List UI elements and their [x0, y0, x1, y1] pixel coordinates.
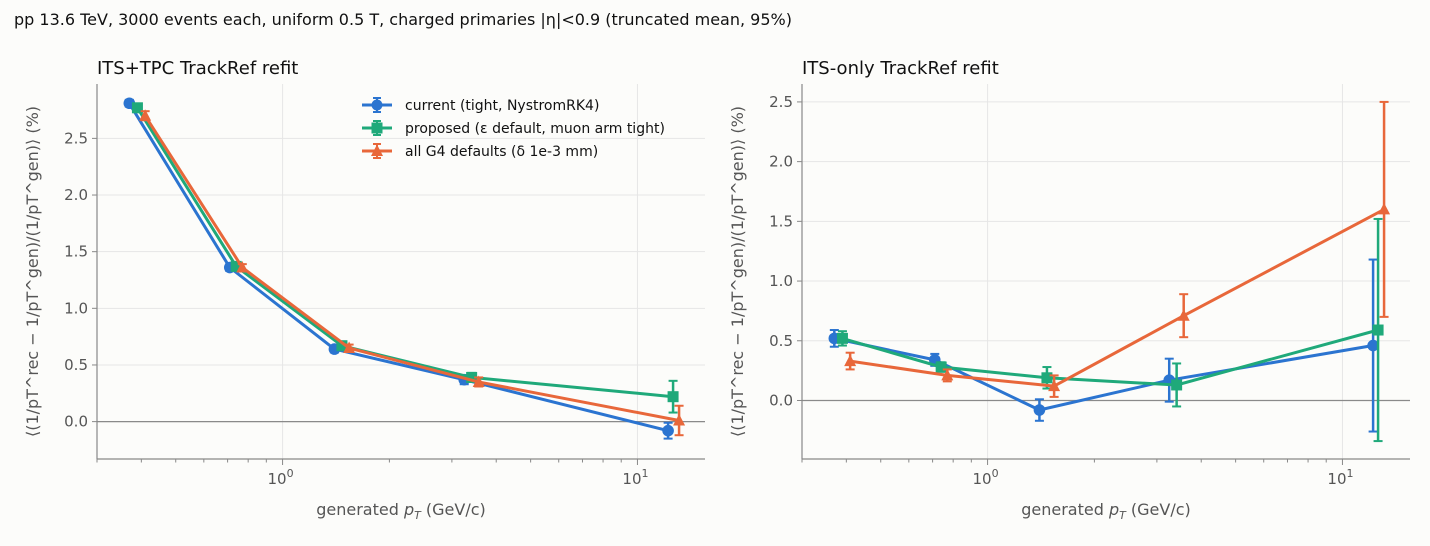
grid: [97, 84, 705, 459]
y-tick-label: 2.0: [769, 153, 793, 171]
data-point-defaults: [1378, 202, 1391, 215]
x-tick-exponent: 0: [287, 467, 294, 480]
x-axis-label-suffix: (GeV/c): [421, 500, 486, 519]
x-axis-label-sub: T: [1119, 509, 1127, 522]
series-defaults: [844, 100, 1391, 398]
panel-title: ITS-only TrackRef refit: [802, 58, 999, 79]
x-tick-base: 10: [268, 470, 287, 488]
data-point-proposed: [230, 260, 242, 272]
legend-marker-defaults: [371, 144, 383, 156]
x-axis-label: generated pT (GeV/c): [1021, 500, 1191, 522]
legend-marker-current: [371, 99, 383, 111]
data-point-proposed: [1372, 324, 1384, 336]
data-point-defaults: [1177, 309, 1190, 321]
x-axis-label-symbol: p: [403, 500, 414, 519]
series-proposed: [131, 102, 679, 414]
y-tick-label: 0.5: [769, 332, 793, 350]
legend-label-proposed: proposed (ε default, muon arm tight): [405, 121, 665, 137]
x-tick-exponent: 1: [642, 467, 649, 480]
x-tick-base: 10: [973, 470, 992, 488]
x-tick-base: 10: [622, 470, 641, 488]
x-axis-label-prefix: generated: [1021, 500, 1109, 519]
data-point-defaults: [1048, 379, 1061, 392]
series-current: [828, 258, 1379, 433]
x-axis-label-sub: T: [414, 509, 422, 522]
series-line-current: [833, 336, 1374, 412]
y-tick-label: 0.0: [769, 391, 793, 409]
y-tick-label: 1.5: [64, 243, 88, 261]
legend: current (tight, NystromRK4) proposed (ε d…: [362, 97, 665, 160]
data-point-current: [662, 424, 674, 437]
y-axis-label: ⟨(1/pT^rec − 1/pT^gen)/(1/pT^gen)⟩ (%): [728, 106, 747, 437]
data-point-proposed: [336, 340, 348, 352]
grid: [802, 84, 1410, 459]
x-tick-label: 101: [622, 467, 648, 488]
data-point-defaults: [844, 354, 857, 367]
data-point-current: [1033, 404, 1046, 416]
y-tick-label: 1.5: [769, 212, 793, 230]
x-axis-label-prefix: generated: [316, 500, 404, 519]
y-tick-label: 1.0: [769, 272, 793, 290]
y-tick-label: 1.0: [64, 299, 88, 317]
x-axis-label-symbol: p: [1108, 500, 1119, 519]
data-point-proposed: [1171, 379, 1183, 391]
data-point-current: [1367, 339, 1379, 352]
data-point-defaults: [673, 413, 686, 426]
data-point-proposed: [466, 371, 478, 383]
y-tick-label: 2.5: [64, 129, 88, 147]
data-point-proposed: [667, 391, 679, 403]
x-tick-base: 10: [1327, 470, 1346, 488]
data-point-proposed: [1041, 372, 1053, 384]
legend-marker-proposed: [371, 122, 383, 134]
y-axis-label: ⟨(1/pT^rec − 1/pT^gen)/(1/pT^gen)⟩ (%): [23, 106, 42, 437]
data-point-defaults: [343, 341, 356, 353]
legend-label-current: current (tight, NystromRK4): [405, 98, 599, 114]
data-point-defaults: [236, 261, 249, 273]
data-point-defaults: [139, 109, 152, 121]
x-tick-exponent: 0: [992, 467, 999, 480]
figure-suptitle: pp 13.6 TeV, 3000 events each, uniform 0…: [14, 10, 792, 29]
data-point-defaults: [472, 375, 485, 387]
series-defaults: [139, 109, 686, 437]
data-point-defaults: [941, 368, 954, 381]
y-tick-label: 2.5: [769, 93, 793, 111]
y-tick-label: 0.0: [64, 413, 88, 431]
x-tick-label: 100: [268, 467, 294, 488]
x-axis-label-suffix: (GeV/c): [1126, 500, 1191, 519]
panel-title: ITS+TPC TrackRef refit: [97, 58, 298, 79]
data-point-proposed: [131, 102, 143, 114]
series-proposed: [836, 217, 1384, 443]
y-tick-label: 0.5: [64, 356, 88, 374]
x-tick-label: 100: [973, 467, 999, 488]
data-point-proposed: [836, 332, 848, 344]
x-tick-label: 101: [1327, 467, 1353, 488]
y-tick-label: 2.0: [64, 186, 88, 204]
data-point-proposed: [935, 361, 947, 373]
x-tick-exponent: 1: [1347, 467, 1354, 480]
x-axis-label: generated pT (GeV/c): [316, 500, 486, 522]
legend-label-defaults: all G4 defaults (δ 1e-3 mm): [405, 144, 598, 160]
